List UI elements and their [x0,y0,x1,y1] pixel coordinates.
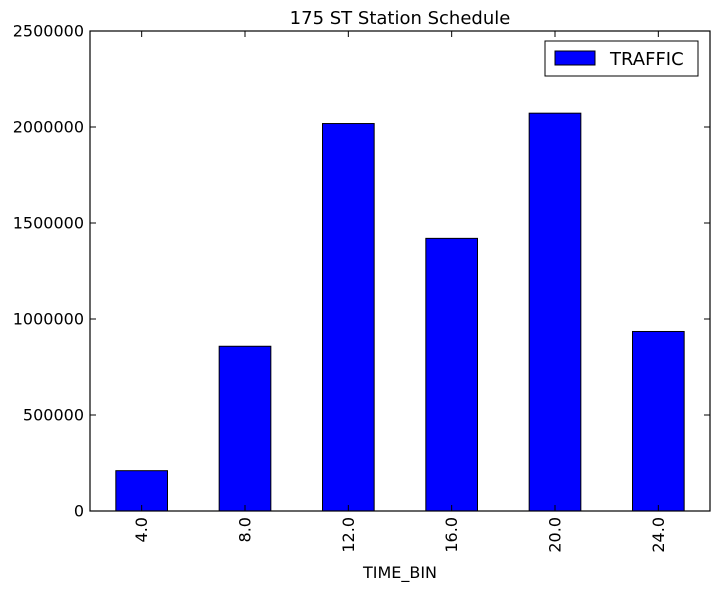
bar-16-0 [425,237,478,512]
x-tick-label-16-0: 16.0 [442,517,461,553]
x-tick-label-4-0: 4.0 [132,517,151,542]
y-tick-label-1500000: 1500000 [13,214,84,233]
plot-frame [89,30,711,512]
chart-title: 175 ST Station Schedule [290,8,511,29]
y-tick-label-2000000: 2000000 [13,118,84,137]
ticks-layer [90,30,710,512]
x-tick-label-20-0: 20.0 [546,517,565,553]
x-axis-label: TIME_BIN [362,563,437,583]
bar-24-0 [632,330,685,512]
xtick-labels-layer: 4.0 8.0 12.0 16.0 20.0 24.0 [132,517,668,553]
x-tick-label-8-0: 8.0 [236,517,255,542]
x-tick-label-24-0: 24.0 [649,517,668,553]
ytick-labels-layer: 0 500000 1000000 1500000 2000000 2500000 [13,22,84,521]
bar-12-0 [322,123,375,512]
y-tick-label-0: 0 [74,502,84,521]
bar-4-0 [115,470,168,512]
y-tick-label-1000000: 1000000 [13,310,84,329]
x-tick-label-12-0: 12.0 [339,517,358,553]
bar-8-0 [218,345,272,512]
bar-20-0 [528,112,582,512]
legend-label-traffic: TRAFFIC [609,49,684,70]
y-tick-label-2500000: 2500000 [13,22,84,41]
bars-layer [115,112,685,512]
legend-swatch-traffic [554,50,596,66]
y-tick-label-500000: 500000 [23,406,84,425]
legend: TRAFFIC [544,40,699,77]
